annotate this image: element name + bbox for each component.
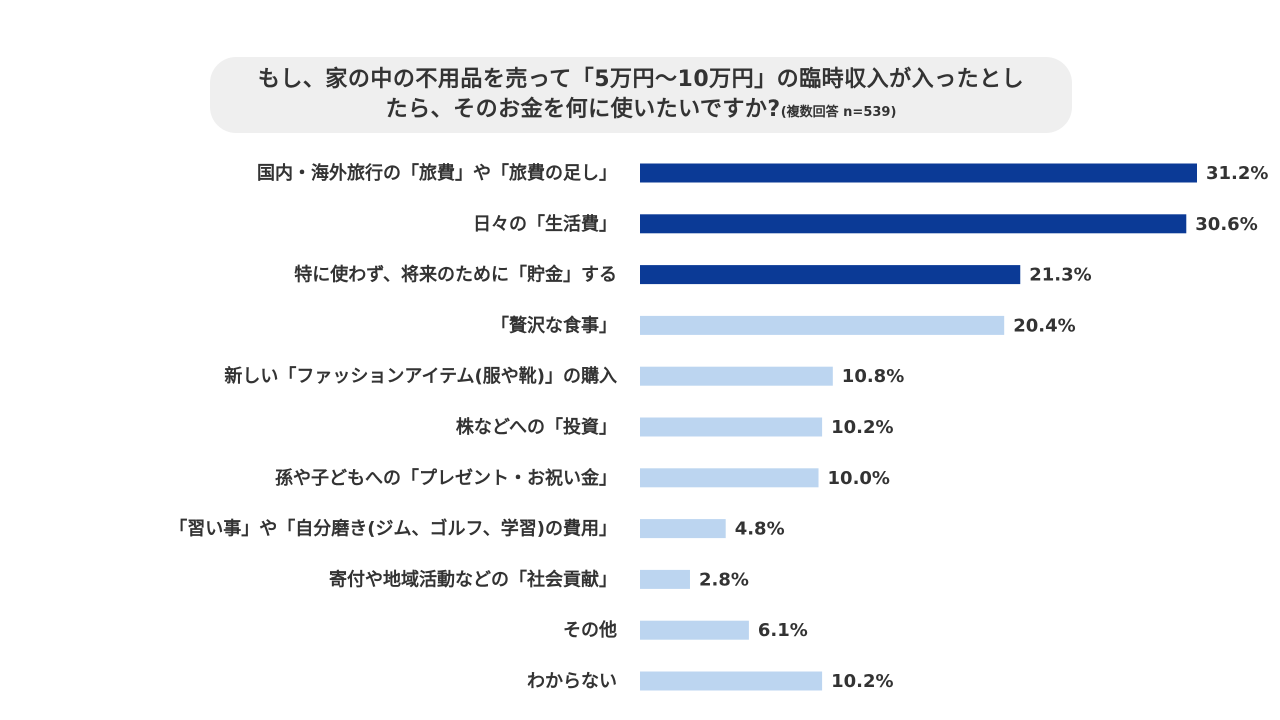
chart-title-note: (複数回答 n=539)	[780, 105, 897, 120]
value-label: 4.8%	[735, 519, 785, 540]
value-label: 6.1%	[758, 620, 808, 641]
chart-title-line2: たら、そのお金を何に使いたいですか?(複数回答 n=539)	[210, 95, 1072, 128]
chart-title-line1: もし、家の中の不用品を売って「5万円〜10万円」の臨時収入が入ったとし	[257, 67, 1025, 92]
category-label: 「贅沢な食事」	[491, 314, 617, 336]
chart-title-box: もし、家の中の不用品を売って「5万円〜10万円」の臨時収入が入ったとし たら、そ…	[210, 57, 1072, 133]
category-label: 「習い事」や「自分磨き(ジム、ゴルフ、学習)の費用」	[169, 518, 617, 540]
category-label: その他	[563, 619, 617, 641]
category-label: わからない	[527, 671, 617, 692]
value-label: 10.2%	[831, 417, 893, 438]
chart-title-line2-text: たら、そのお金を何に使いたいですか?	[385, 97, 781, 122]
bar	[640, 315, 1005, 335]
bar	[640, 366, 833, 386]
category-label: 日々の「生活費」	[473, 213, 617, 235]
category-label: 孫や子どもへの「プレゼント・お祝い金」	[275, 467, 617, 489]
bar	[640, 519, 726, 539]
bar	[640, 163, 1197, 183]
value-label: 31.2%	[1206, 163, 1268, 184]
value-label: 10.2%	[831, 671, 893, 692]
bar	[640, 620, 749, 640]
bar	[640, 214, 1187, 234]
value-label: 10.8%	[842, 366, 904, 387]
value-label: 20.4%	[1013, 315, 1075, 336]
category-label: 寄付や地域活動などの「社会貢献」	[329, 568, 617, 590]
bar	[640, 671, 823, 691]
category-label: 新しい「ファッションアイテム(服や靴)」の購入	[224, 365, 617, 387]
value-label: 2.8%	[699, 569, 749, 590]
category-label: 特に使わず、将来のために「貯金」する	[294, 264, 617, 286]
category-label: 国内・海外旅行の「旅費」や「旅費の足し」	[257, 162, 617, 184]
bar	[640, 417, 823, 437]
category-label: 株などへの「投資」	[456, 416, 617, 438]
bar	[640, 265, 1021, 285]
value-label: 10.0%	[828, 468, 890, 489]
value-label: 30.6%	[1195, 214, 1257, 235]
value-label: 21.3%	[1029, 265, 1091, 286]
bar	[640, 569, 690, 589]
bar	[640, 468, 819, 488]
